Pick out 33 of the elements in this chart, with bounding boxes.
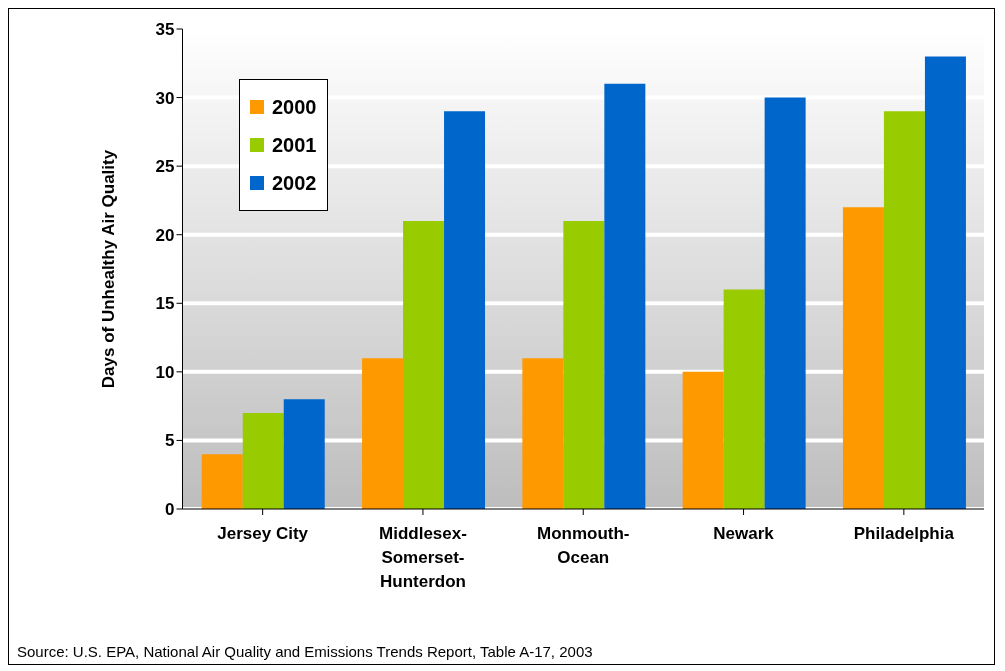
x-tick-label: Jersey City — [217, 524, 309, 543]
bar — [522, 358, 564, 509]
x-tick-label: Middlesex-Somerset-Hunterdon — [379, 524, 467, 591]
legend-label: 2002 — [272, 171, 317, 195]
bar — [362, 358, 404, 509]
y-tick-label: 20 — [155, 225, 175, 245]
y-tick-label: 10 — [155, 362, 175, 382]
bar — [682, 371, 724, 509]
legend-label: 2001 — [272, 133, 317, 157]
bar — [283, 399, 325, 509]
bar — [444, 111, 486, 509]
bar — [201, 454, 243, 509]
x-tick-label: Philadelphia — [853, 524, 955, 543]
y-axis-title: Days of Unhealthy Air Quality — [98, 149, 118, 389]
bar — [723, 289, 765, 509]
y-tick-label: 5 — [165, 431, 175, 451]
bar — [842, 207, 884, 509]
y-tick-label: 0 — [165, 500, 175, 520]
y-tick-label: 15 — [155, 294, 175, 314]
bar — [764, 97, 806, 509]
bar — [563, 221, 605, 509]
source-note: Source: U.S. EPA, National Air Quality and Emissions Trends Report, Table A-17, 2003 — [17, 643, 593, 660]
bar — [883, 111, 925, 509]
y-tick-label: 25 — [155, 157, 175, 177]
bar — [242, 413, 284, 509]
x-tick-label: Newark — [713, 524, 775, 543]
legend-label: 2000 — [272, 95, 317, 119]
x-tick-label: Monmouth-Ocean — [536, 524, 630, 567]
bar — [924, 56, 966, 509]
y-tick-label: 30 — [155, 88, 175, 108]
bar — [403, 221, 445, 509]
bar — [604, 83, 646, 509]
y-tick-label: 35 — [155, 20, 175, 40]
